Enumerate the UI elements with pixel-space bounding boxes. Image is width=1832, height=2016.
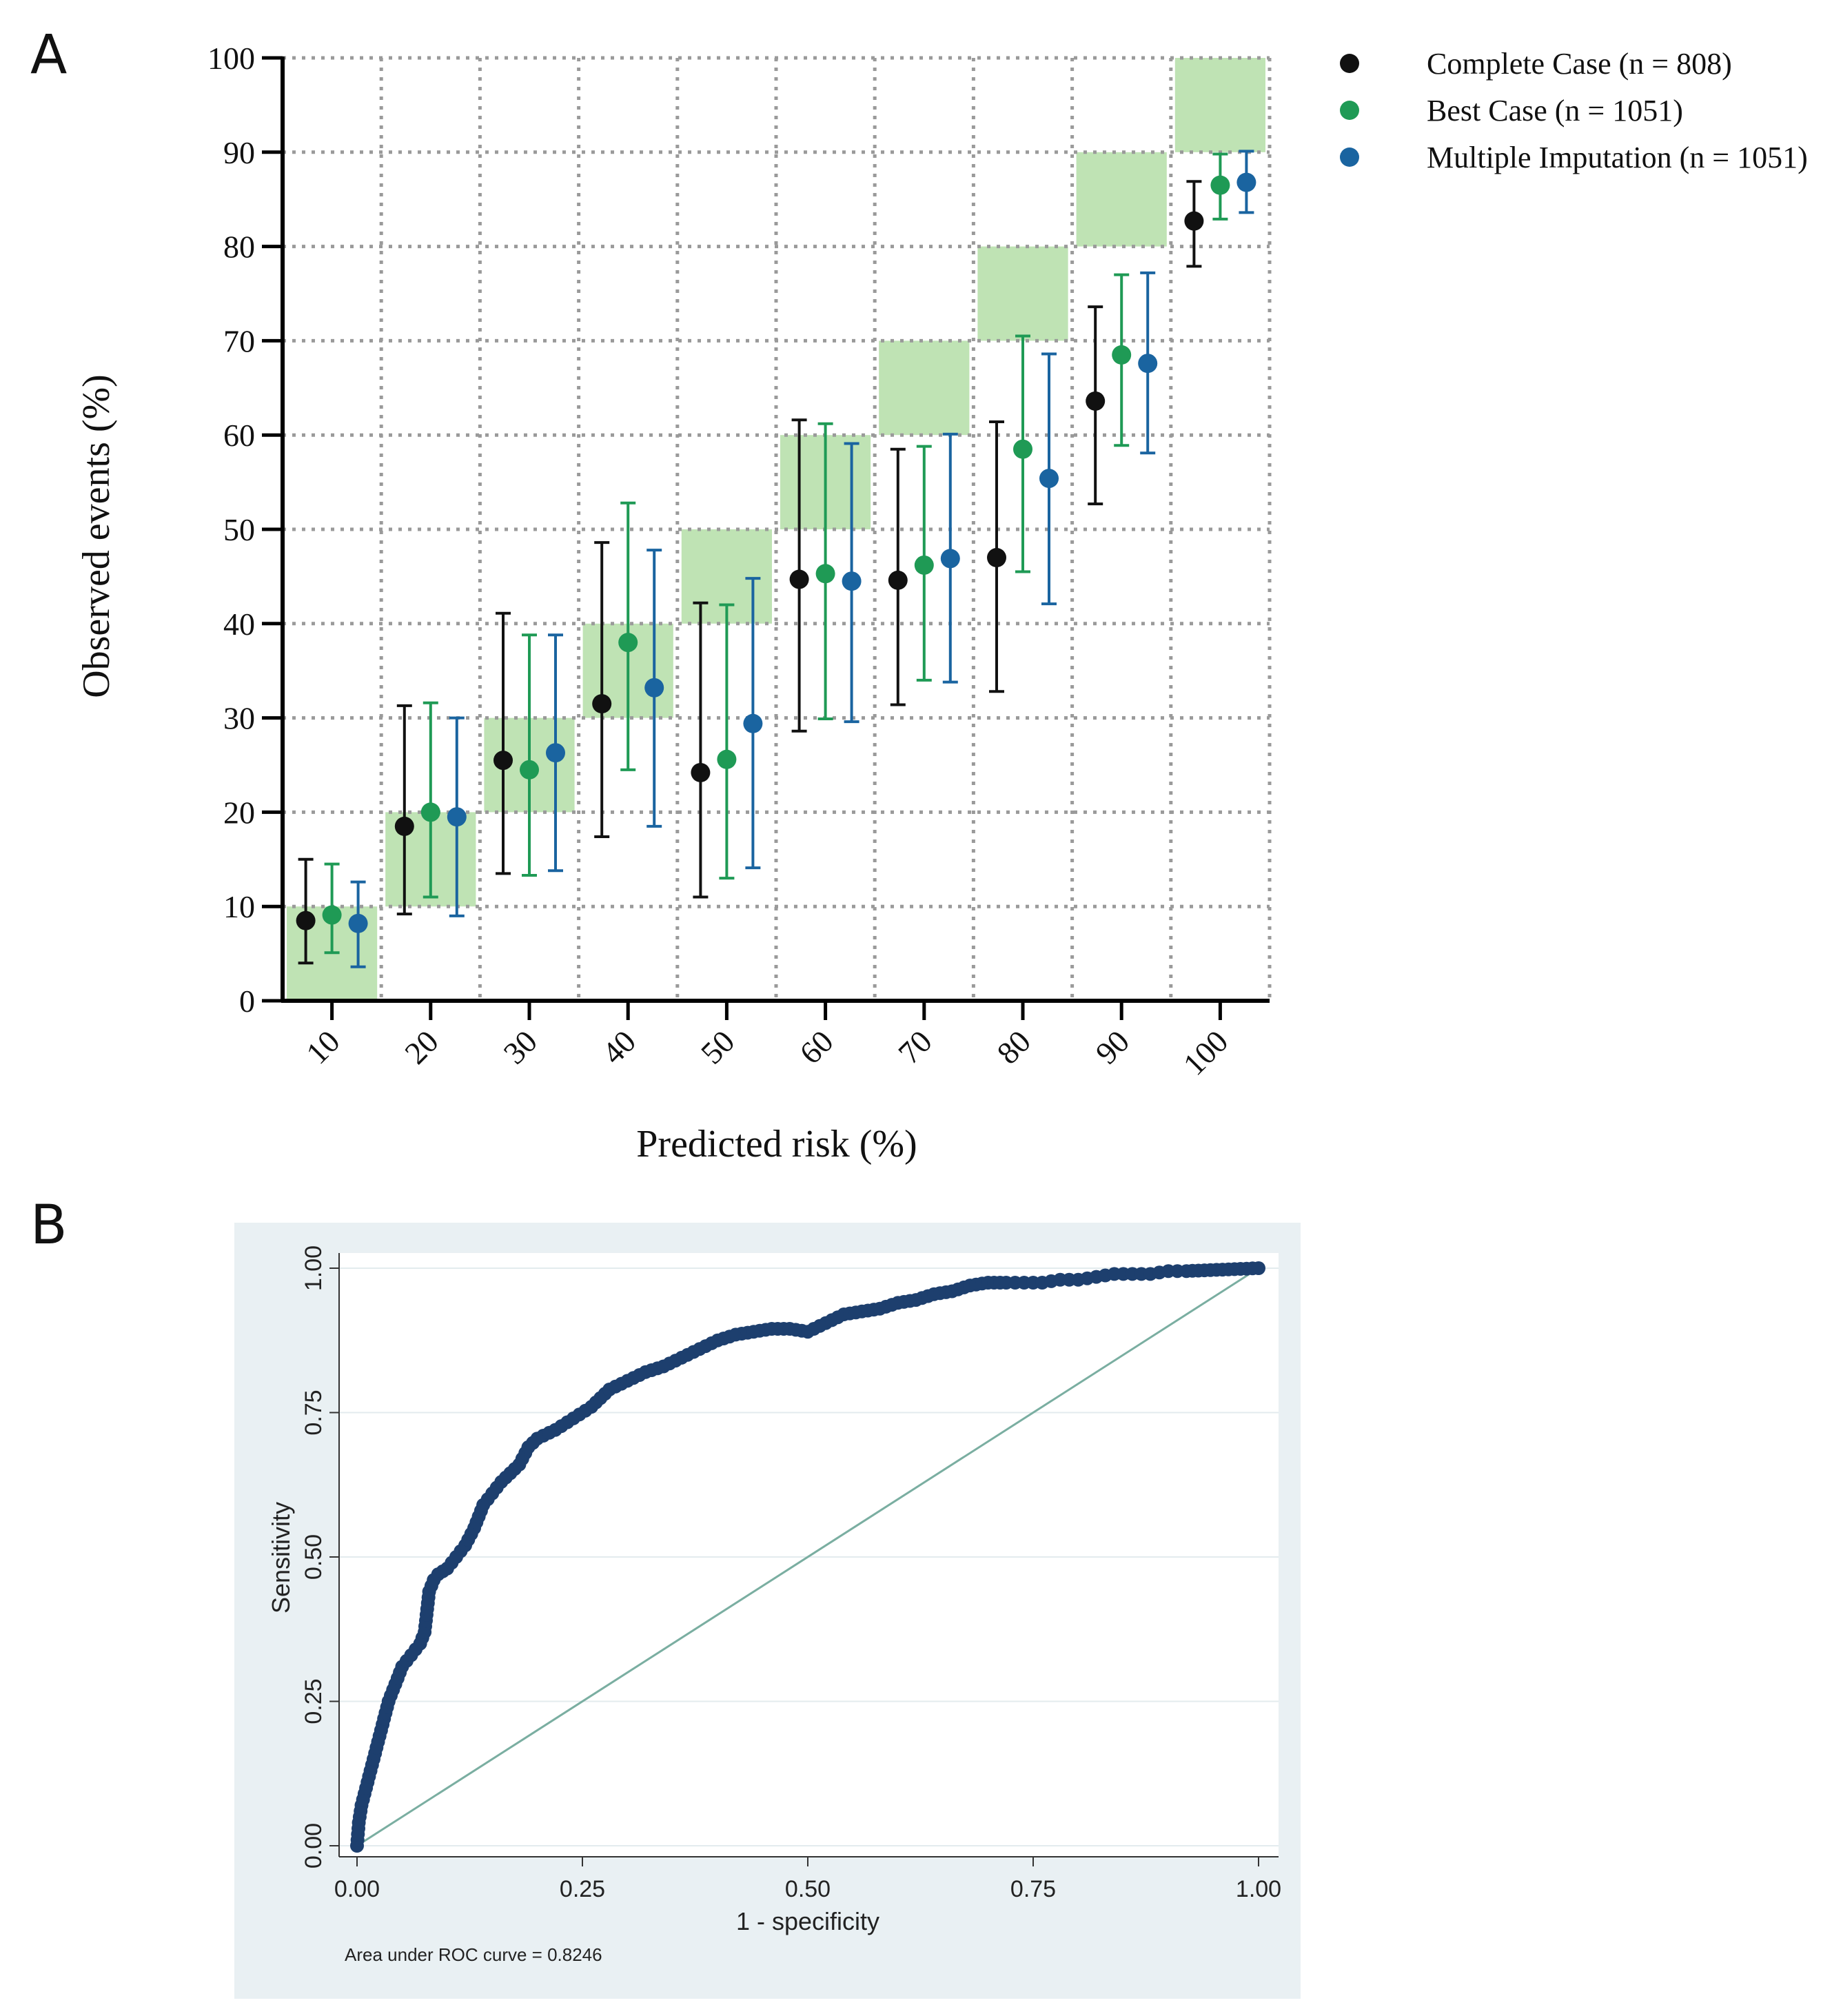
roc-x-tick-label-0.00: 0.00 xyxy=(334,1876,380,1902)
roc-x-tick-label-0.50: 0.50 xyxy=(785,1876,831,1902)
point-best-50 xyxy=(717,749,737,769)
reference-box-80 xyxy=(977,246,1068,341)
roc-curve xyxy=(350,1261,1265,1853)
x-tick-label-40: 40 xyxy=(596,1024,643,1071)
roc-y-tick-label-0.00: 0.00 xyxy=(301,1823,327,1869)
point-complete-30 xyxy=(493,751,513,771)
roc-x-tick-label-0.25: 0.25 xyxy=(560,1876,605,1902)
point-best-90 xyxy=(1112,345,1132,365)
point-complete-90 xyxy=(1086,391,1106,411)
y-tick-label-10: 10 xyxy=(223,889,255,924)
roc-y-ticks: 0.00 0.25 0.50 0.75 1.00 xyxy=(301,1245,339,1869)
reference-box-90 xyxy=(1076,152,1167,247)
point-imputation-10 xyxy=(348,913,368,933)
point-imputation-20 xyxy=(447,807,467,827)
point-complete-80 xyxy=(987,548,1006,568)
x-tick-label-20: 20 xyxy=(398,1024,445,1071)
calibration-x-ticks: 10 20 30 40 50 60 70 80 90 100 xyxy=(299,1001,1234,1082)
roc-x-tick-label-0.75: 0.75 xyxy=(1010,1876,1056,1902)
legend-label-best: Best Case (n = 1051) xyxy=(1427,94,1683,128)
y-tick-label-50: 50 xyxy=(223,512,255,547)
series-complete xyxy=(296,180,1204,965)
point-complete-10 xyxy=(296,910,316,930)
point-imputation-50 xyxy=(743,713,763,733)
x-tick-label-70: 70 xyxy=(891,1024,939,1071)
legend-marker-complete xyxy=(1340,54,1359,73)
point-best-10 xyxy=(322,905,342,925)
y-tick-label-100: 100 xyxy=(207,41,255,76)
x-tick-label-30: 30 xyxy=(496,1024,544,1071)
point-best-100 xyxy=(1210,175,1230,195)
roc-axes xyxy=(338,1253,1279,1857)
calibration-y-axis-label: Observed events (%) xyxy=(75,374,118,698)
point-best-60 xyxy=(815,564,835,584)
x-tick-label-90: 90 xyxy=(1089,1024,1137,1071)
legend-label-complete: Complete Case (n = 808) xyxy=(1427,47,1732,81)
y-tick-label-0: 0 xyxy=(239,984,255,1019)
legend-marker-imputation xyxy=(1340,147,1359,167)
reference-box-100 xyxy=(1174,58,1265,152)
point-best-20 xyxy=(420,802,440,822)
legend-marker-best xyxy=(1340,101,1359,120)
calibration-series xyxy=(296,150,1256,968)
panel-label-a: A xyxy=(30,24,67,86)
roc-y-tick-label-0.25: 0.25 xyxy=(301,1678,327,1724)
roc-y-tick-label-0.75: 0.75 xyxy=(301,1389,327,1435)
x-tick-label-10: 10 xyxy=(299,1024,347,1071)
point-best-40 xyxy=(618,633,638,653)
x-tick-label-80: 80 xyxy=(990,1024,1037,1071)
roc-x-axis-label: 1 - specificity xyxy=(736,1907,879,1935)
point-imputation-70 xyxy=(940,549,960,569)
x-tick-label-50: 50 xyxy=(694,1024,742,1071)
point-complete-50 xyxy=(691,762,711,782)
y-tick-label-60: 60 xyxy=(223,418,255,453)
x-tick-label-60: 60 xyxy=(793,1024,840,1071)
y-tick-label-30: 30 xyxy=(223,701,255,736)
calibration-x-axis-label: Predicted risk (%) xyxy=(636,1123,917,1165)
calibration-y-ticks: 0 10 20 30 40 50 60 70 80 90 100 xyxy=(207,41,283,1019)
y-tick-label-90: 90 xyxy=(223,135,255,170)
y-tick-label-20: 20 xyxy=(223,795,255,830)
x-tick-label-100: 100 xyxy=(1177,1024,1235,1082)
y-tick-label-40: 40 xyxy=(223,607,255,642)
roc-curve-markers xyxy=(350,1261,1265,1853)
calibration-grid xyxy=(283,56,1272,1001)
point-imputation-40 xyxy=(644,678,664,698)
point-best-70 xyxy=(914,555,934,575)
point-imputation-60 xyxy=(842,571,862,591)
point-imputation-30 xyxy=(546,743,565,763)
roc-chart: 0.00 0.25 0.50 0.75 1.00 0.00 0.25 0.50 0.75 1.0… xyxy=(234,1223,1301,1999)
roc-x-ticks: 0.00 0.25 0.50 0.75 1.00 xyxy=(334,1857,1281,1902)
panel-label-b: B xyxy=(30,1194,68,1256)
point-imputation-100 xyxy=(1236,172,1256,192)
point-best-30 xyxy=(520,760,539,780)
calibration-chart: 0 10 20 30 40 50 60 70 80 90 100 10 20 30 40 50 60 70 80 9… xyxy=(75,41,1808,1165)
roc-diagonal-line xyxy=(356,1267,1259,1847)
point-complete-70 xyxy=(888,570,908,590)
point-complete-100 xyxy=(1184,211,1204,231)
series-best xyxy=(322,152,1230,955)
point-imputation-90 xyxy=(1138,354,1158,374)
roc-y-tick-label-0.50: 0.50 xyxy=(301,1534,327,1580)
roc-point xyxy=(1252,1261,1265,1275)
reference-box-70 xyxy=(879,340,970,436)
legend-label-imputation: Multiple Imputation (n = 1051) xyxy=(1427,141,1808,174)
y-tick-label-80: 80 xyxy=(223,230,255,265)
point-complete-40 xyxy=(592,694,612,714)
point-imputation-80 xyxy=(1039,469,1059,489)
roc-auc-annotation: Area under ROC curve = 0.8246 xyxy=(345,1944,602,1965)
calibration-legend: Complete Case (n = 808) Best Case (n = 10… xyxy=(1340,47,1808,174)
series-imputation xyxy=(348,150,1256,968)
point-complete-60 xyxy=(789,569,809,589)
point-best-80 xyxy=(1013,439,1032,459)
roc-reference-line xyxy=(356,1267,1259,1847)
y-tick-label-70: 70 xyxy=(223,323,255,358)
roc-y-axis-label: Sensitivity xyxy=(267,1502,295,1613)
roc-x-tick-label-1.00: 1.00 xyxy=(1236,1876,1281,1902)
roc-y-tick-label-1.00: 1.00 xyxy=(301,1245,327,1291)
point-complete-20 xyxy=(394,816,414,836)
